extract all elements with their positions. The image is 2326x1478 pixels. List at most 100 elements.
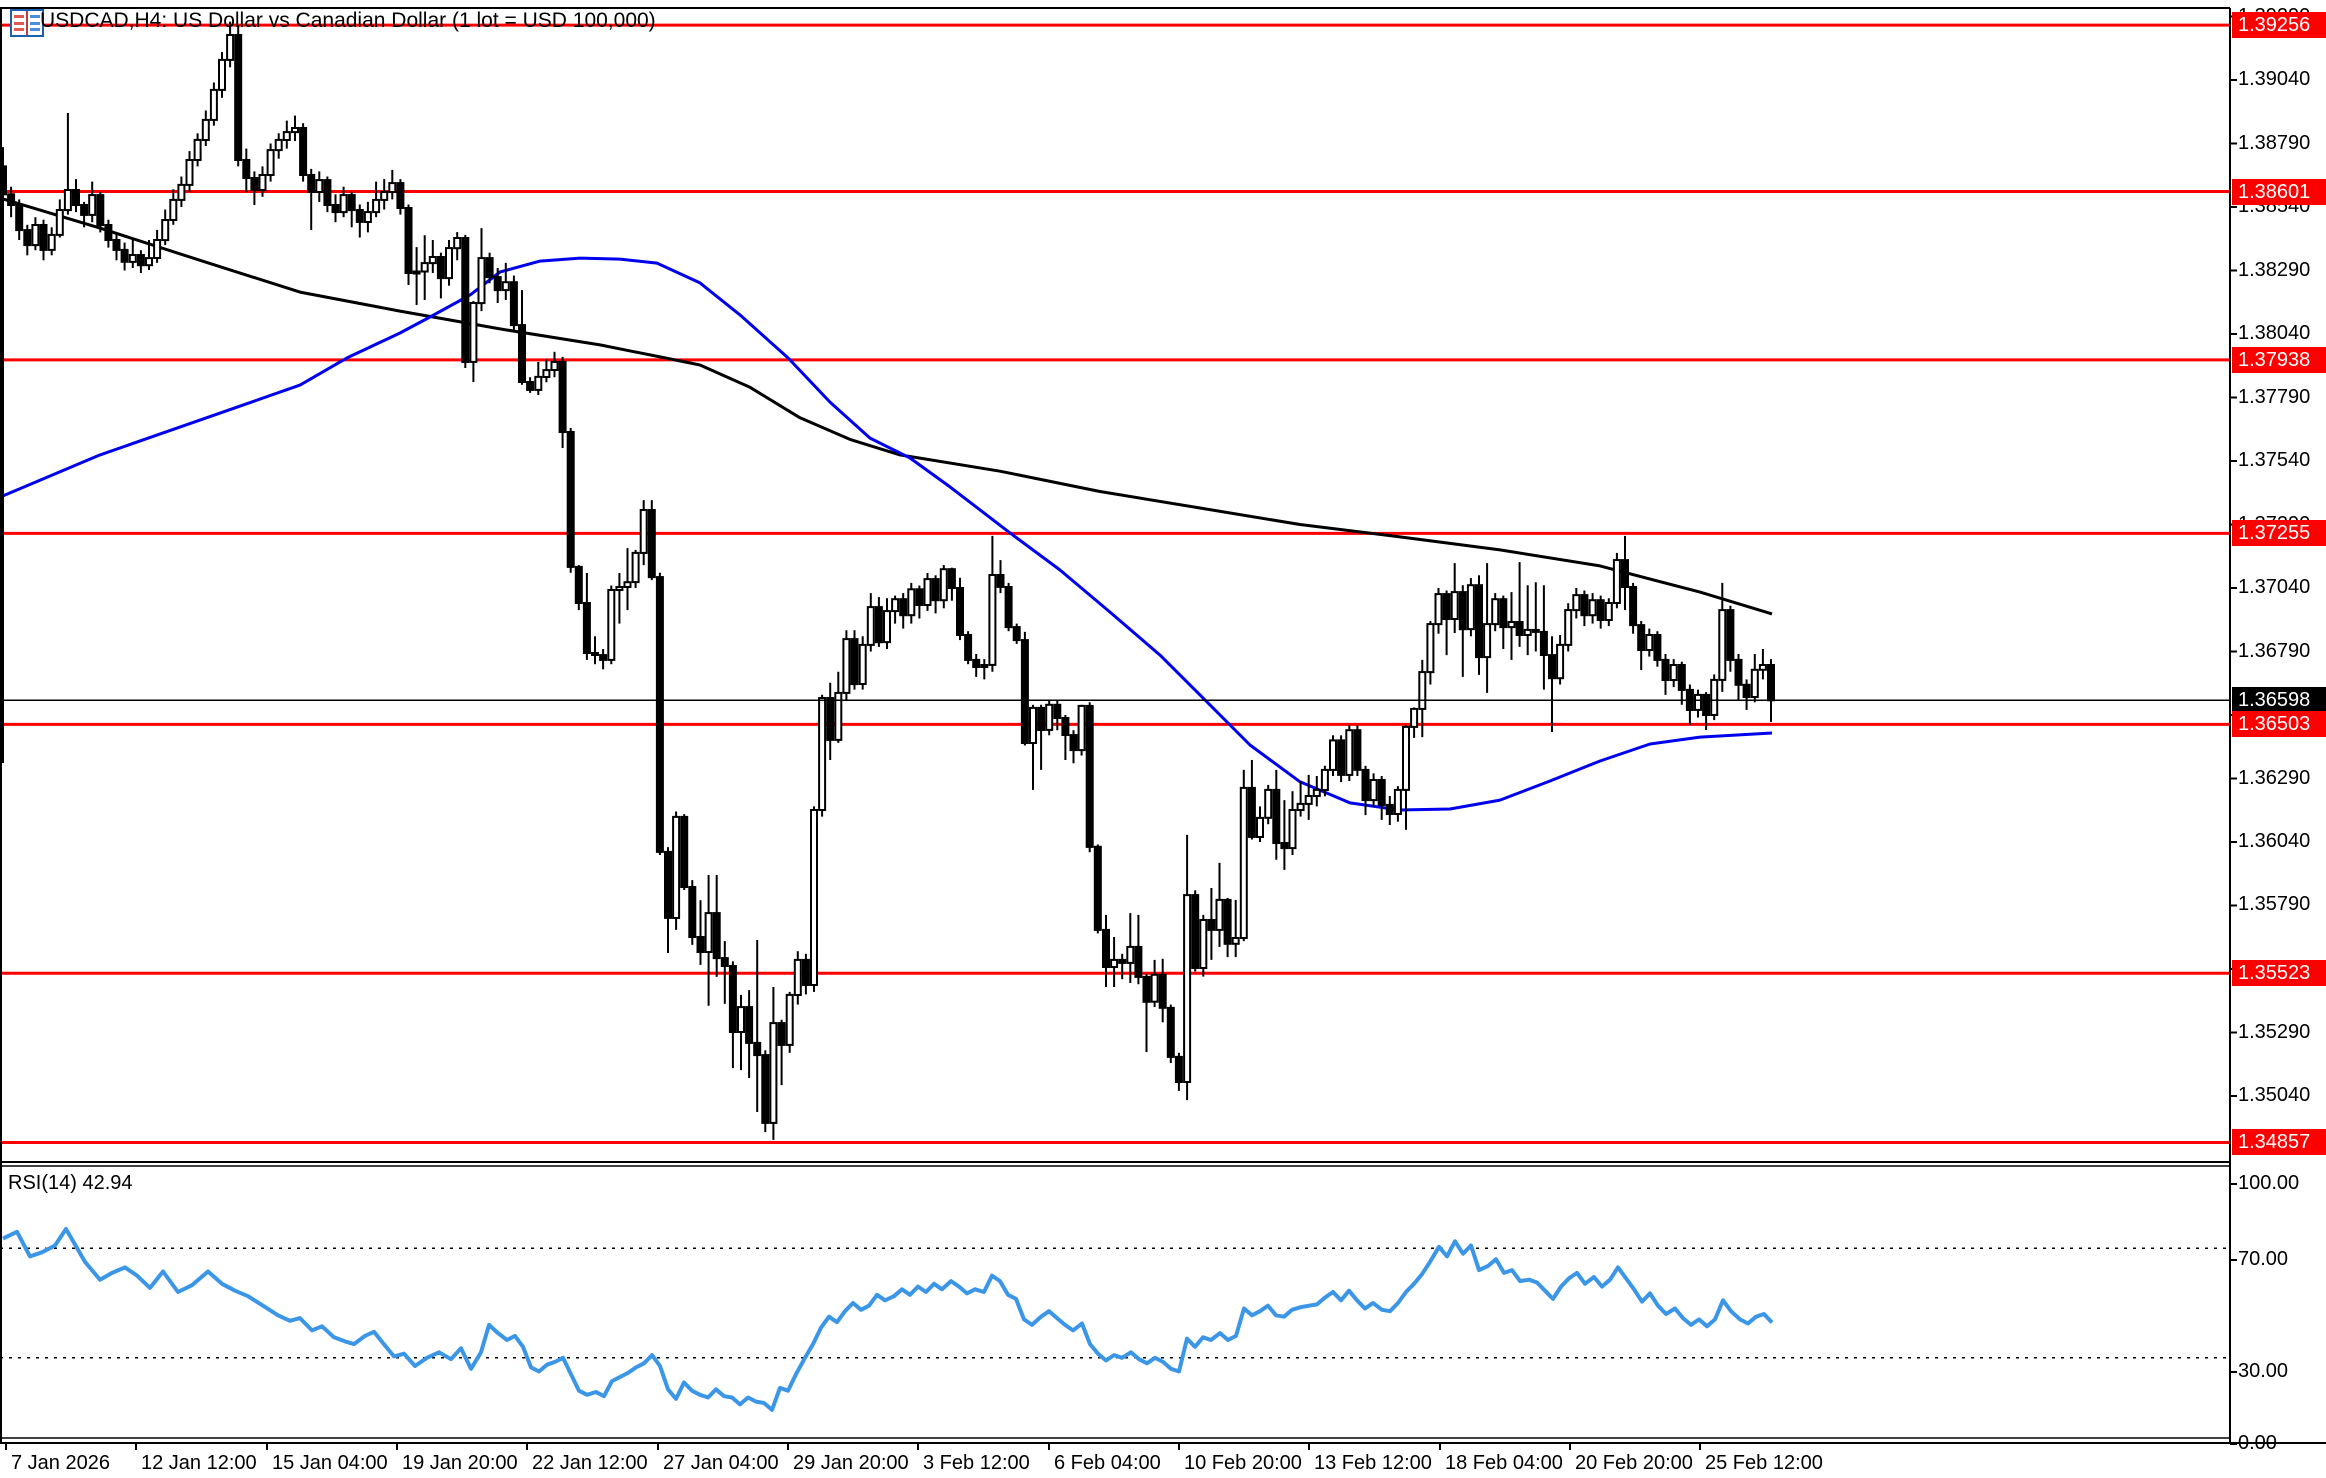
candle-body bbox=[128, 254, 137, 263]
candle-body bbox=[688, 886, 697, 938]
candle-body bbox=[193, 138, 202, 161]
price-badge-red: 1.38601 bbox=[2232, 179, 2326, 205]
candle-body bbox=[63, 189, 72, 212]
candle-body bbox=[826, 697, 835, 741]
candle-body bbox=[1499, 598, 1508, 629]
candle-body bbox=[1637, 624, 1646, 651]
candle-body bbox=[380, 191, 389, 201]
candle-body bbox=[761, 1054, 770, 1124]
candle-body bbox=[818, 697, 827, 811]
price-tick-label: 1.39040 bbox=[2238, 68, 2311, 90]
candle-body bbox=[980, 664, 989, 668]
price-tick-label: 1.35790 bbox=[2238, 893, 2311, 915]
candle-body bbox=[1434, 593, 1443, 626]
price-badge-red: 1.37255 bbox=[2232, 520, 2326, 546]
candle-body bbox=[1450, 591, 1459, 620]
date-label: 20 Feb 20:00 bbox=[1575, 1452, 1693, 1474]
candle-body bbox=[1158, 973, 1167, 1009]
rsi-indicator-caption: RSI(14) 42.94 bbox=[8, 1172, 133, 1195]
candle-body bbox=[883, 610, 891, 644]
candle-body bbox=[396, 182, 405, 210]
candle-body bbox=[615, 586, 624, 591]
candle-body bbox=[988, 574, 997, 666]
candle-body bbox=[323, 179, 332, 207]
candle-body bbox=[858, 643, 867, 686]
candle-body bbox=[23, 229, 32, 247]
candle-body bbox=[1661, 658, 1670, 682]
price-tick-label: 1.37540 bbox=[2238, 449, 2311, 471]
candle-body bbox=[307, 174, 316, 193]
candle-body bbox=[956, 587, 964, 636]
candle-body bbox=[1126, 945, 1135, 964]
candle-body bbox=[1045, 703, 1054, 731]
candle-body bbox=[1093, 845, 1102, 931]
candle-body bbox=[461, 237, 470, 363]
candle-body bbox=[1102, 928, 1110, 969]
candle-body bbox=[88, 194, 97, 216]
candle-body bbox=[534, 375, 543, 391]
candle-body bbox=[923, 578, 932, 606]
candle-body bbox=[526, 381, 535, 391]
candle-body bbox=[1247, 786, 1256, 838]
candle-body bbox=[996, 574, 1005, 588]
candle-body bbox=[218, 58, 226, 91]
candle-body bbox=[7, 193, 16, 207]
candle-body bbox=[242, 159, 251, 179]
candle-body bbox=[964, 634, 973, 661]
candle-body bbox=[704, 912, 713, 953]
candle-body bbox=[1166, 1006, 1175, 1058]
price-tick-label: 1.38290 bbox=[2238, 259, 2311, 281]
candle-body bbox=[712, 912, 721, 960]
candle-body bbox=[1515, 621, 1524, 636]
candle-body bbox=[1174, 1055, 1183, 1084]
candle-body bbox=[1304, 795, 1313, 805]
candle-body bbox=[347, 194, 356, 212]
candle-body bbox=[1329, 739, 1337, 771]
candle-body bbox=[282, 131, 291, 142]
chart-type-icon[interactable] bbox=[10, 9, 44, 37]
candle-body bbox=[915, 588, 924, 606]
candle-body bbox=[0, 165, 7, 196]
candle-body bbox=[1134, 945, 1143, 978]
price-tick-label: 1.38040 bbox=[2238, 322, 2311, 344]
candle-body bbox=[1548, 654, 1556, 680]
candle-body bbox=[161, 219, 170, 242]
candle-body bbox=[1207, 919, 1216, 931]
candle-body bbox=[1012, 626, 1021, 642]
candle-body bbox=[209, 88, 218, 121]
candle-body bbox=[542, 369, 551, 379]
candle-body bbox=[453, 237, 462, 250]
candle-body bbox=[153, 239, 162, 259]
candle-body bbox=[1118, 958, 1127, 964]
candle-body bbox=[445, 247, 453, 280]
candle-body bbox=[639, 509, 648, 554]
date-label: 13 Feb 12:00 bbox=[1314, 1452, 1432, 1474]
candle-body bbox=[185, 159, 194, 186]
candle-body bbox=[412, 270, 421, 275]
date-label: 19 Jan 20:00 bbox=[402, 1452, 518, 1474]
candle-body bbox=[274, 138, 283, 152]
candle-body bbox=[842, 638, 851, 694]
candle-body bbox=[234, 34, 243, 161]
candle-body bbox=[258, 174, 267, 191]
candle-body bbox=[315, 179, 324, 194]
rsi-level-label: 0.00 bbox=[2238, 1432, 2277, 1454]
candle-body bbox=[1758, 664, 1767, 671]
candle-body bbox=[1393, 788, 1402, 816]
price-tick-label: 1.38790 bbox=[2238, 132, 2311, 154]
price-tick-label: 1.35040 bbox=[2238, 1084, 2311, 1106]
date-label: 6 Feb 04:00 bbox=[1054, 1452, 1161, 1474]
candle-body bbox=[647, 509, 656, 579]
candle-body bbox=[501, 281, 510, 292]
candle-body bbox=[1069, 734, 1078, 752]
candle-body bbox=[1004, 586, 1013, 629]
price-badge-red: 1.35523 bbox=[2232, 960, 2326, 986]
candle-body bbox=[136, 254, 145, 267]
candle-body bbox=[672, 815, 681, 920]
date-label: 15 Jan 04:00 bbox=[272, 1452, 388, 1474]
candle-body bbox=[1215, 898, 1224, 931]
candle-body bbox=[1320, 768, 1329, 792]
candle-body bbox=[250, 177, 259, 191]
